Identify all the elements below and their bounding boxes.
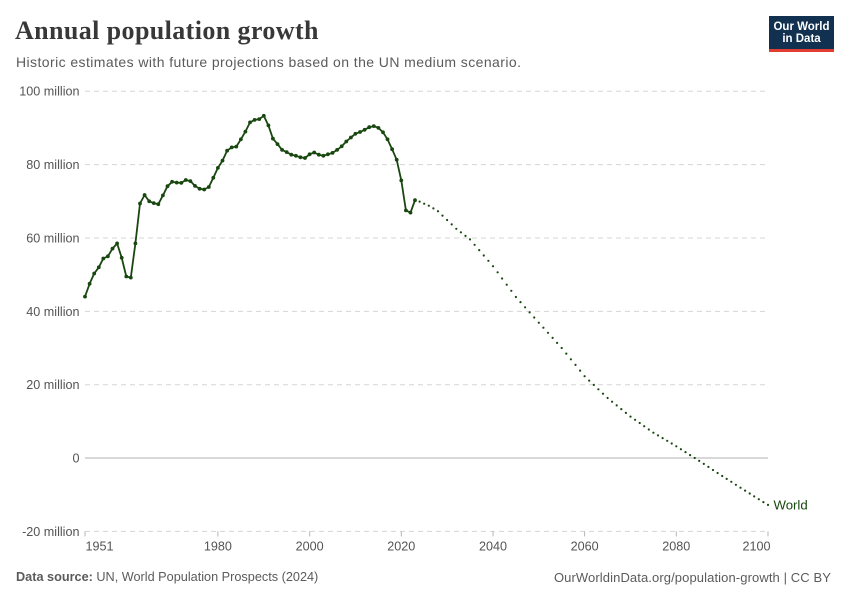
svg-text:40 million: 40 million: [26, 305, 79, 319]
svg-text:80 million: 80 million: [26, 158, 79, 172]
svg-text:1951: 1951: [86, 540, 114, 554]
svg-text:2040: 2040: [479, 540, 507, 554]
svg-text:World: World: [774, 498, 808, 513]
svg-text:20 million: 20 million: [26, 378, 79, 392]
svg-text:100 million: 100 million: [19, 85, 79, 99]
svg-text:1980: 1980: [204, 540, 232, 554]
svg-text:-20 million: -20 million: [22, 525, 79, 539]
svg-text:2100: 2100: [742, 540, 770, 554]
svg-text:60 million: 60 million: [26, 231, 79, 245]
svg-text:2020: 2020: [387, 540, 415, 554]
svg-text:2060: 2060: [571, 540, 599, 554]
svg-text:2080: 2080: [662, 540, 690, 554]
svg-text:0: 0: [72, 451, 79, 465]
svg-text:2000: 2000: [296, 540, 324, 554]
